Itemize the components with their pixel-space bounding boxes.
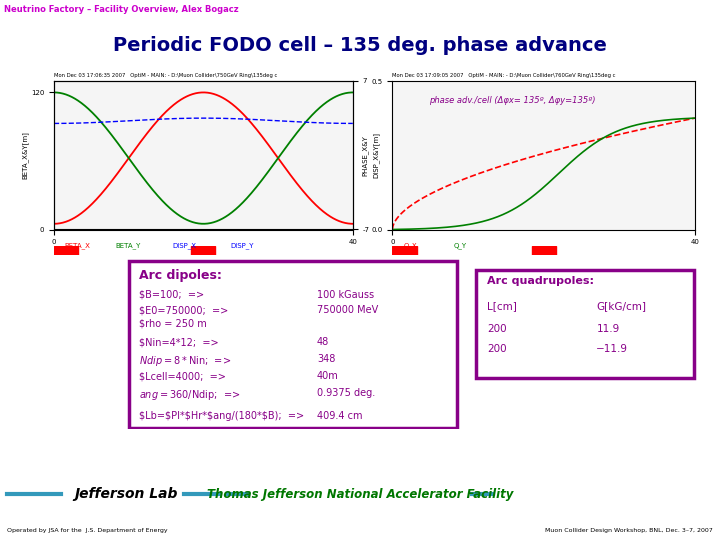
Text: −11.9: −11.9 <box>596 345 629 354</box>
Text: 0.9375 deg.: 0.9375 deg. <box>317 388 375 399</box>
BETA_X <box>185 92 194 99</box>
Line: BETA_X: BETA_X <box>54 92 353 224</box>
Bar <box>54 246 78 255</box>
Text: 40m: 40m <box>317 372 338 381</box>
BETA_Y <box>127 158 135 164</box>
Text: L[cm]: L[cm] <box>487 301 518 312</box>
BETA_X <box>102 184 111 191</box>
BETA_Y <box>250 187 258 193</box>
Text: $Nin=4*12;  =>: $Nin=4*12; => <box>140 338 219 347</box>
Text: Muon Collider Design Workshop, BNL, Dec. 3–7, 2007: Muon Collider Design Workshop, BNL, Dec.… <box>545 528 713 533</box>
BETA_Y <box>275 153 284 159</box>
Text: Neutrino Factory – Facility Overview, Alex Bogacz: Neutrino Factory – Facility Overview, Al… <box>4 5 238 15</box>
Text: 750000 MeV: 750000 MeV <box>317 305 378 315</box>
Text: 11.9: 11.9 <box>596 324 620 334</box>
Text: phase adv./cell (Δφx= 135º, Δφy=135º): phase adv./cell (Δφx= 135º, Δφy=135º) <box>428 96 595 105</box>
BETA_X <box>50 220 58 227</box>
Text: Jefferson Lab: Jefferson Lab <box>74 487 178 501</box>
Text: Arc dipoles:: Arc dipoles: <box>140 269 222 282</box>
Text: 100 kGauss: 100 kGauss <box>317 290 374 300</box>
Y-axis label: PHASE_X&Y: PHASE_X&Y <box>362 135 369 176</box>
Text: BETA_Y: BETA_Y <box>115 242 140 249</box>
Text: 48: 48 <box>317 338 329 347</box>
Y-axis label: DISP_X&Y[m]: DISP_X&Y[m] <box>372 132 379 178</box>
BETA_Y <box>102 126 111 132</box>
Text: 200: 200 <box>487 324 507 334</box>
BETA_X <box>127 152 135 158</box>
Text: $Lb=$PI*$Hr*$ang/(180*$B);  =>: $Lb=$PI*$Hr*$ang/(180*$B); => <box>140 410 305 421</box>
Text: Mon Dec 03 17:09:05 2007   OptiM - MAIN: - D:\Muon Collider\760GeV Ring\135deg c: Mon Dec 03 17:09:05 2007 OptiM - MAIN: -… <box>392 73 616 78</box>
Text: DISP_X: DISP_X <box>173 242 197 249</box>
BETA_X <box>226 99 235 106</box>
Text: 200: 200 <box>487 345 507 354</box>
Text: 348: 348 <box>317 354 336 364</box>
Text: Arc quadrupoles:: Arc quadrupoles: <box>487 276 595 286</box>
Line: BETA_Y: BETA_Y <box>54 92 353 224</box>
BETA_X <box>275 157 284 163</box>
Text: $Ndip=8*$Nin;  =>: $Ndip=8*$Nin; => <box>140 354 232 368</box>
Text: Q_Y: Q_Y <box>454 242 467 249</box>
Text: 409.4 cm: 409.4 cm <box>317 410 362 421</box>
Text: Periodic FODO cell – 135 deg. phase advance: Periodic FODO cell – 135 deg. phase adva… <box>113 36 607 56</box>
Bar <box>392 246 417 255</box>
FancyBboxPatch shape <box>130 261 457 428</box>
Text: $ang=360/$Ndip;  =>: $ang=360/$Ndip; => <box>140 388 240 402</box>
BETA_Y <box>199 220 207 227</box>
Text: BETA_X: BETA_X <box>65 242 91 249</box>
BETA_Y <box>50 89 58 96</box>
Bar <box>531 246 556 255</box>
Text: $E0=750000;  =>: $E0=750000; => <box>140 305 229 315</box>
Text: $B=100;  =>: $B=100; => <box>140 290 204 300</box>
Text: $rho = 250 m: $rho = 250 m <box>140 319 207 329</box>
BETA_X <box>348 220 357 227</box>
BETA_X <box>199 89 207 96</box>
BETA_Y <box>348 89 357 96</box>
BETA_Y <box>185 218 194 224</box>
Bar <box>192 246 215 255</box>
Text: $Lcell=4000;  =>: $Lcell=4000; => <box>140 372 226 381</box>
Text: G[kG/cm]: G[kG/cm] <box>596 301 647 312</box>
Text: Mon Dec 03 17:06:35 2007   OptiM - MAIN: - D:\Muon Collider\750GeV Ring\135deg c: Mon Dec 03 17:06:35 2007 OptiM - MAIN: -… <box>54 73 277 78</box>
Text: Thomas Jefferson National Accelerator Facility: Thomas Jefferson National Accelerator Fa… <box>207 488 513 501</box>
Y-axis label: BETA_X&Y[m]: BETA_X&Y[m] <box>22 131 28 179</box>
Text: DISP_Y: DISP_Y <box>230 242 254 249</box>
FancyBboxPatch shape <box>476 269 694 379</box>
BETA_Y <box>226 210 235 217</box>
Text: Operated by JSA for the  J.S. Department of Energy: Operated by JSA for the J.S. Department … <box>7 528 168 533</box>
Text: Q_X: Q_X <box>403 242 417 249</box>
BETA_X <box>250 123 258 130</box>
